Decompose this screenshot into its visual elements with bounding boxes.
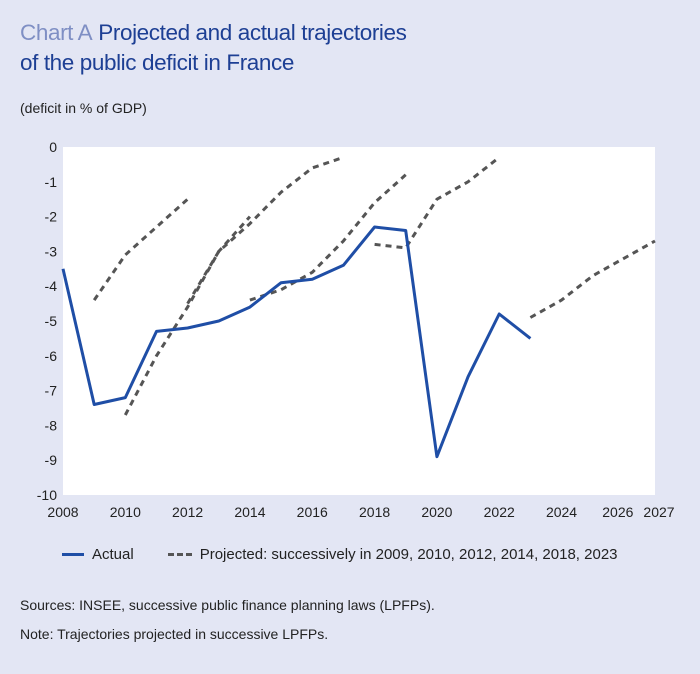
projected-line-2010 [123,215,252,416]
x-tick-label: 2016 [297,504,328,520]
x-tick-label: 2020 [421,504,452,520]
legend-label-projected: Projected: successively in 2009, 2010, 2… [199,546,618,563]
legend-swatch-projected [167,553,192,556]
projected-line-2014 [249,173,407,302]
x-tick-label: 2018 [359,504,390,520]
y-tick-label: -10 [37,487,57,503]
y-tick-label: -5 [45,313,58,329]
title-line-1: Projected and actual trajectories [98,20,407,45]
projected-line-2023 [529,239,656,319]
title-line-2: of the public deficit in France [20,50,295,75]
y-tick-label: -1 [45,174,58,190]
legend-label-actual: Actual [92,546,134,563]
y-tick-label: -4 [45,278,58,294]
y-tick-label: -9 [45,452,58,468]
y-tick-label: -3 [45,243,58,259]
actual-line [61,225,532,459]
unit-label: (deficit in % of GDP) [20,100,147,116]
footnote: Note: Trajectories projected in successi… [20,626,329,642]
projected-line-2012 [186,155,344,305]
y-tick-label: -8 [45,417,58,433]
legend-actual: Actual [62,546,134,563]
x-tick-label: 2024 [546,504,577,520]
projected-line-2018 [374,156,501,250]
y-tick-label: -7 [45,383,58,399]
x-tick-label: 2022 [484,504,515,520]
y-tick-label: 0 [49,139,57,155]
legend: Actual Projected: successively in 2009, … [62,546,652,563]
projected-line-2009 [92,198,189,301]
x-tick-label: 2027 [643,504,674,520]
plot-area [63,147,655,495]
y-tick-label: -6 [45,348,58,364]
legend-projected: Projected: successively in 2009, 2010, 2… [167,546,618,563]
x-tick-label: 2010 [110,504,141,520]
y-tick-label: -2 [45,209,58,225]
chart-label: Chart A [20,20,93,45]
x-tick-label: 2012 [172,504,203,520]
legend-swatch-actual [62,553,84,556]
x-tick-label: 2008 [47,504,78,520]
chart-title: Chart A Projected and actual trajectories… [20,18,407,78]
x-tick-label: 2014 [234,504,265,520]
x-tick-label: 2026 [602,504,633,520]
sources-note: Sources: INSEE, successive public financ… [20,597,435,613]
